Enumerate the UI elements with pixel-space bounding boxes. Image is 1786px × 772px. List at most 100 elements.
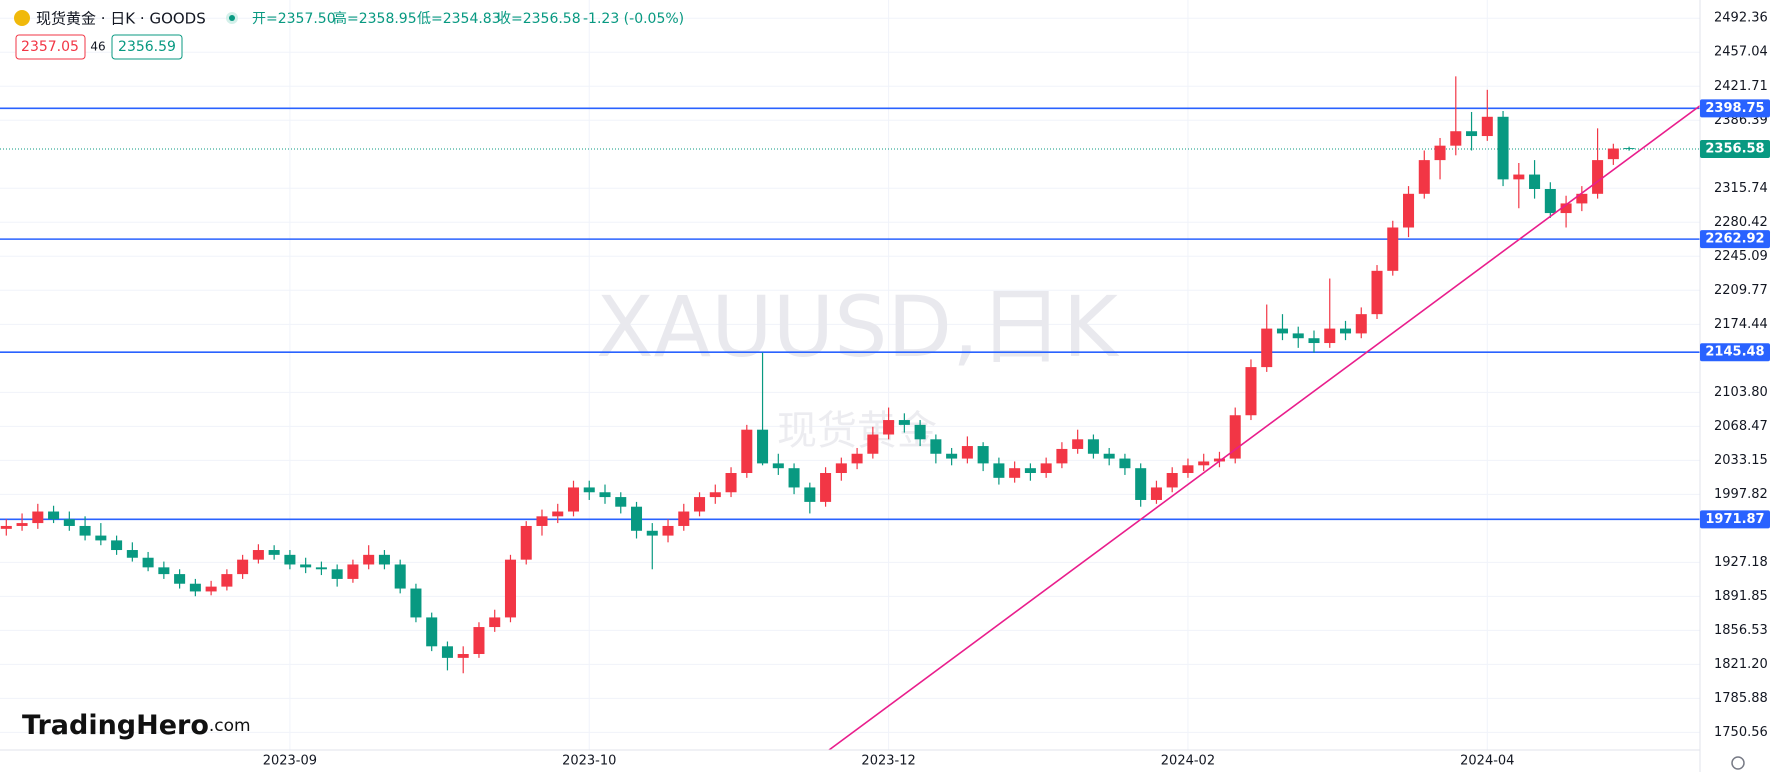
candle-body — [914, 424, 926, 440]
y-tick-label: 1785.88 — [1714, 691, 1768, 706]
candle-body — [1339, 328, 1352, 334]
watermark: XAUUSD,日K — [596, 278, 1120, 376]
candle-body — [174, 574, 186, 584]
status-dot-inner — [229, 15, 235, 21]
logo-suffix: .com — [209, 716, 251, 736]
candle-body — [520, 525, 532, 560]
candle-body — [961, 446, 973, 459]
y-tick-label: 2103.80 — [1714, 385, 1768, 400]
y-tick-label: 2033.15 — [1714, 453, 1768, 468]
level-label-box — [1700, 99, 1770, 118]
spread: 46 — [90, 40, 105, 54]
candle-body — [646, 530, 658, 536]
watermark-sub: 现货黄金 — [777, 408, 937, 454]
candle-body — [0, 525, 12, 529]
candle-body — [1166, 473, 1178, 488]
candle-body — [473, 627, 485, 655]
candle-body — [1213, 458, 1225, 462]
candle-body — [709, 492, 721, 498]
candle-body — [1198, 461, 1210, 466]
candle-body — [315, 567, 327, 570]
candle-body — [867, 434, 879, 454]
candle-body — [16, 523, 28, 526]
x-tick-label: 2023-09 — [263, 754, 317, 769]
level-label-box — [1700, 230, 1770, 249]
level-label: 2262.92 — [1705, 232, 1764, 247]
level-label: 2398.75 — [1705, 101, 1764, 116]
trend-line — [828, 104, 1700, 750]
candle-body — [1324, 328, 1336, 344]
candle-body — [631, 506, 643, 531]
candle-body — [1592, 160, 1604, 194]
logo-text: TradingHero — [22, 710, 209, 741]
legend-item: 收=2356.58 — [497, 11, 581, 27]
candle-body — [1261, 328, 1273, 368]
sell-price[interactable]: 2357.05 — [21, 39, 79, 55]
candle-body — [1560, 203, 1572, 214]
candle-body — [1229, 415, 1241, 459]
sell-button[interactable] — [15, 34, 86, 60]
price-labels: 2398.75 2262.92 2145.48 1971.87 2356.58 — [1700, 99, 1770, 529]
candle-body — [1292, 333, 1304, 339]
candle-body — [1418, 160, 1430, 194]
candle-body — [142, 557, 154, 568]
candle-body — [1119, 458, 1131, 469]
x-tick-label: 2023-12 — [861, 754, 915, 769]
ohlc-legend: 开=2357.50高=2358.95 低=2354.83收=2356.58 -1.2… — [252, 10, 684, 27]
legend-item: 高=2358.95 — [333, 10, 417, 27]
candle-body — [489, 617, 501, 628]
candle-body — [993, 463, 1005, 478]
y-tick-label: 2421.71 — [1714, 79, 1768, 94]
levels — [0, 107, 1700, 521]
candles — [0, 76, 1635, 674]
candle-body — [772, 463, 784, 469]
candle-body — [1056, 448, 1068, 464]
candle-body — [599, 492, 611, 498]
legend-item: 低=2354.83 — [417, 11, 501, 27]
candle-body — [757, 429, 769, 464]
x-tick-label: 2024-04 — [1460, 754, 1514, 769]
candle-body — [1466, 131, 1478, 137]
candle-body — [1481, 116, 1493, 137]
candle-body — [583, 487, 595, 493]
candle-body — [378, 554, 390, 565]
candle-body — [48, 511, 60, 520]
candle-body — [1623, 148, 1635, 150]
y-tick-label: 2245.09 — [1714, 249, 1768, 264]
candle-body — [268, 550, 280, 555]
y-tick-label: 2457.04 — [1714, 45, 1768, 60]
candle-body — [1607, 148, 1619, 160]
candle-body — [32, 511, 44, 524]
candle-body — [394, 564, 406, 589]
candle-body — [678, 511, 690, 526]
candle-body — [347, 564, 359, 579]
buy-button[interactable] — [111, 34, 183, 60]
candle-body — [1135, 468, 1147, 500]
candle-body — [205, 586, 217, 592]
candle-body — [331, 569, 343, 579]
candle-body — [1087, 439, 1099, 454]
candle-body — [835, 463, 847, 474]
candle-body — [615, 497, 627, 507]
candle-body — [1434, 145, 1446, 161]
candle-body — [725, 473, 737, 493]
candle-body — [1182, 465, 1194, 474]
candle-body — [741, 429, 753, 474]
candle-body — [300, 564, 312, 568]
candle-body — [1497, 116, 1509, 180]
candle-body — [694, 497, 706, 512]
candle-body — [126, 550, 138, 558]
y-tick-label: 1997.82 — [1714, 487, 1768, 502]
candle-body — [95, 535, 107, 541]
last-price-label: 2356.58 — [1705, 141, 1764, 156]
settings-icon[interactable] — [1731, 756, 1745, 770]
candle-body — [662, 525, 674, 536]
legend-item: 开=2357.50 — [252, 11, 336, 27]
candle-body — [552, 511, 564, 517]
candle-body — [898, 420, 910, 425]
candle-body — [1024, 468, 1036, 474]
candle-body — [363, 554, 375, 565]
candle-body — [1355, 314, 1367, 334]
buy-price[interactable]: 2356.59 — [118, 39, 176, 55]
